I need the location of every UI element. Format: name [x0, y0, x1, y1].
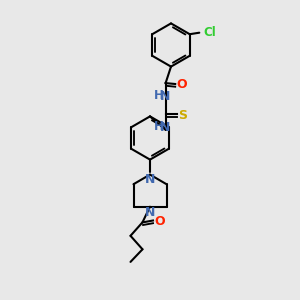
Text: N: N [160, 90, 171, 103]
Text: O: O [177, 78, 187, 91]
Text: N: N [145, 173, 155, 186]
Text: H: H [154, 120, 164, 133]
Text: N: N [145, 206, 155, 219]
Text: H: H [154, 88, 164, 102]
Text: S: S [178, 109, 187, 122]
Text: N: N [160, 121, 171, 134]
Text: Cl: Cl [203, 26, 216, 39]
Text: O: O [154, 215, 165, 228]
